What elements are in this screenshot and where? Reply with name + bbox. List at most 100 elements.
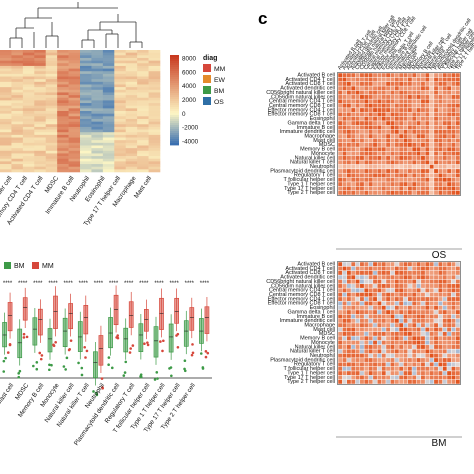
correlation-cell — [368, 292, 373, 297]
heatmap-cell — [34, 108, 47, 112]
column-dendrogram — [9, 2, 143, 48]
correlation-cell — [346, 262, 351, 267]
heatmap-cell — [102, 137, 115, 141]
heatmap-cell — [0, 71, 12, 75]
heatmap-cell — [80, 132, 92, 136]
correlation-cell — [412, 156, 417, 160]
correlation-cell — [421, 362, 425, 367]
correlation-cell — [451, 349, 456, 354]
correlation-cell — [447, 95, 452, 99]
correlation-cell — [390, 362, 395, 367]
heatmap-cell — [125, 166, 138, 170]
correlation-cell — [390, 379, 395, 384]
correlation-cell — [373, 95, 377, 99]
correlation-cell — [447, 147, 452, 152]
correlation-cell — [451, 112, 456, 117]
correlation-cell — [351, 327, 356, 332]
correlation-cell — [442, 284, 447, 288]
correlation-cell — [360, 318, 364, 323]
correlation-cell — [355, 297, 360, 301]
correlation-cell — [442, 270, 447, 275]
correlation-cell — [442, 323, 447, 328]
correlation-cell — [390, 151, 395, 156]
heatmap-cell — [34, 142, 47, 146]
correlation-cell — [390, 156, 395, 160]
correlation-cell — [447, 169, 452, 173]
colorbar-segment — [170, 129, 179, 132]
correlation-cell — [425, 284, 430, 288]
correlation-cell — [416, 375, 421, 380]
correlation-cell — [355, 156, 360, 160]
correlation-cell — [355, 90, 360, 95]
correlation-cell — [455, 121, 460, 126]
correlation-cell — [342, 121, 347, 126]
correlation-cell — [421, 305, 425, 310]
correlation-cell — [434, 292, 438, 297]
heatmap-cell — [68, 132, 81, 136]
correlation-cell — [399, 336, 404, 341]
correlation-cell — [342, 310, 347, 315]
correlation-cell — [394, 358, 399, 362]
correlation-cell — [394, 270, 399, 275]
correlation-cell — [421, 186, 425, 191]
correlation-cell — [342, 297, 347, 301]
heatmap-cell — [125, 142, 138, 146]
correlation-cell — [403, 349, 408, 354]
correlation-cell — [407, 314, 412, 319]
colorbar-segment — [170, 135, 179, 138]
heatmap-cell — [137, 65, 149, 69]
correlation-cell — [451, 73, 456, 78]
correlation-row-label: Central memory CD8 T cell — [269, 292, 335, 298]
correlation-cell — [394, 156, 399, 160]
heatmap-cell — [80, 121, 92, 125]
correlation-row-label: Effector memory CD8 T cell — [268, 301, 335, 307]
correlation-cell — [438, 345, 443, 349]
heatmap-cell — [91, 57, 104, 61]
correlation-cell — [455, 262, 460, 267]
correlation-cell — [425, 134, 430, 139]
correlation-cell — [412, 129, 417, 134]
heatmap-cell — [80, 52, 92, 56]
heatmap-cell — [34, 52, 47, 56]
correlation-cell — [360, 284, 364, 288]
heatmap-cell — [68, 87, 81, 91]
boxplot-box — [123, 327, 129, 353]
correlation-cell — [442, 366, 447, 371]
correlation-cell — [421, 340, 425, 345]
correlation-cell — [416, 73, 421, 78]
correlation-cell — [447, 142, 452, 147]
correlation-cell — [399, 305, 404, 310]
correlation-cell — [368, 345, 373, 349]
correlation-cell — [394, 73, 399, 78]
correlation-cell — [342, 182, 347, 187]
correlation-cell — [390, 99, 395, 104]
correlation-cell — [364, 86, 369, 91]
correlation-cell — [403, 134, 408, 139]
correlation-cell — [373, 375, 377, 380]
heatmap-cell — [137, 137, 149, 141]
heatmap-cell — [22, 156, 35, 160]
correlation-cell — [381, 266, 386, 271]
correlation-cell — [455, 327, 460, 332]
correlation-cell — [364, 99, 369, 104]
correlation-cell — [394, 279, 399, 284]
correlation-cell — [407, 318, 412, 323]
correlation-cell — [338, 142, 343, 147]
correlation-cell — [451, 345, 456, 349]
correlation-cell — [386, 81, 391, 86]
correlation-cell — [394, 129, 399, 134]
correlation-cell — [455, 349, 460, 354]
correlation-cell — [438, 125, 443, 130]
correlation-cell — [373, 270, 377, 275]
correlation-cell — [399, 327, 404, 332]
heatmap-cell — [0, 105, 12, 109]
correlation-cell — [455, 86, 460, 91]
heatmap-cell — [114, 164, 127, 167]
correlation-cell — [360, 90, 364, 95]
correlation-cell — [351, 275, 356, 280]
correlation-cell — [416, 331, 421, 336]
heatmap-cell — [22, 145, 35, 149]
heatmap-cell — [137, 108, 149, 112]
correlation-cell — [425, 147, 430, 152]
